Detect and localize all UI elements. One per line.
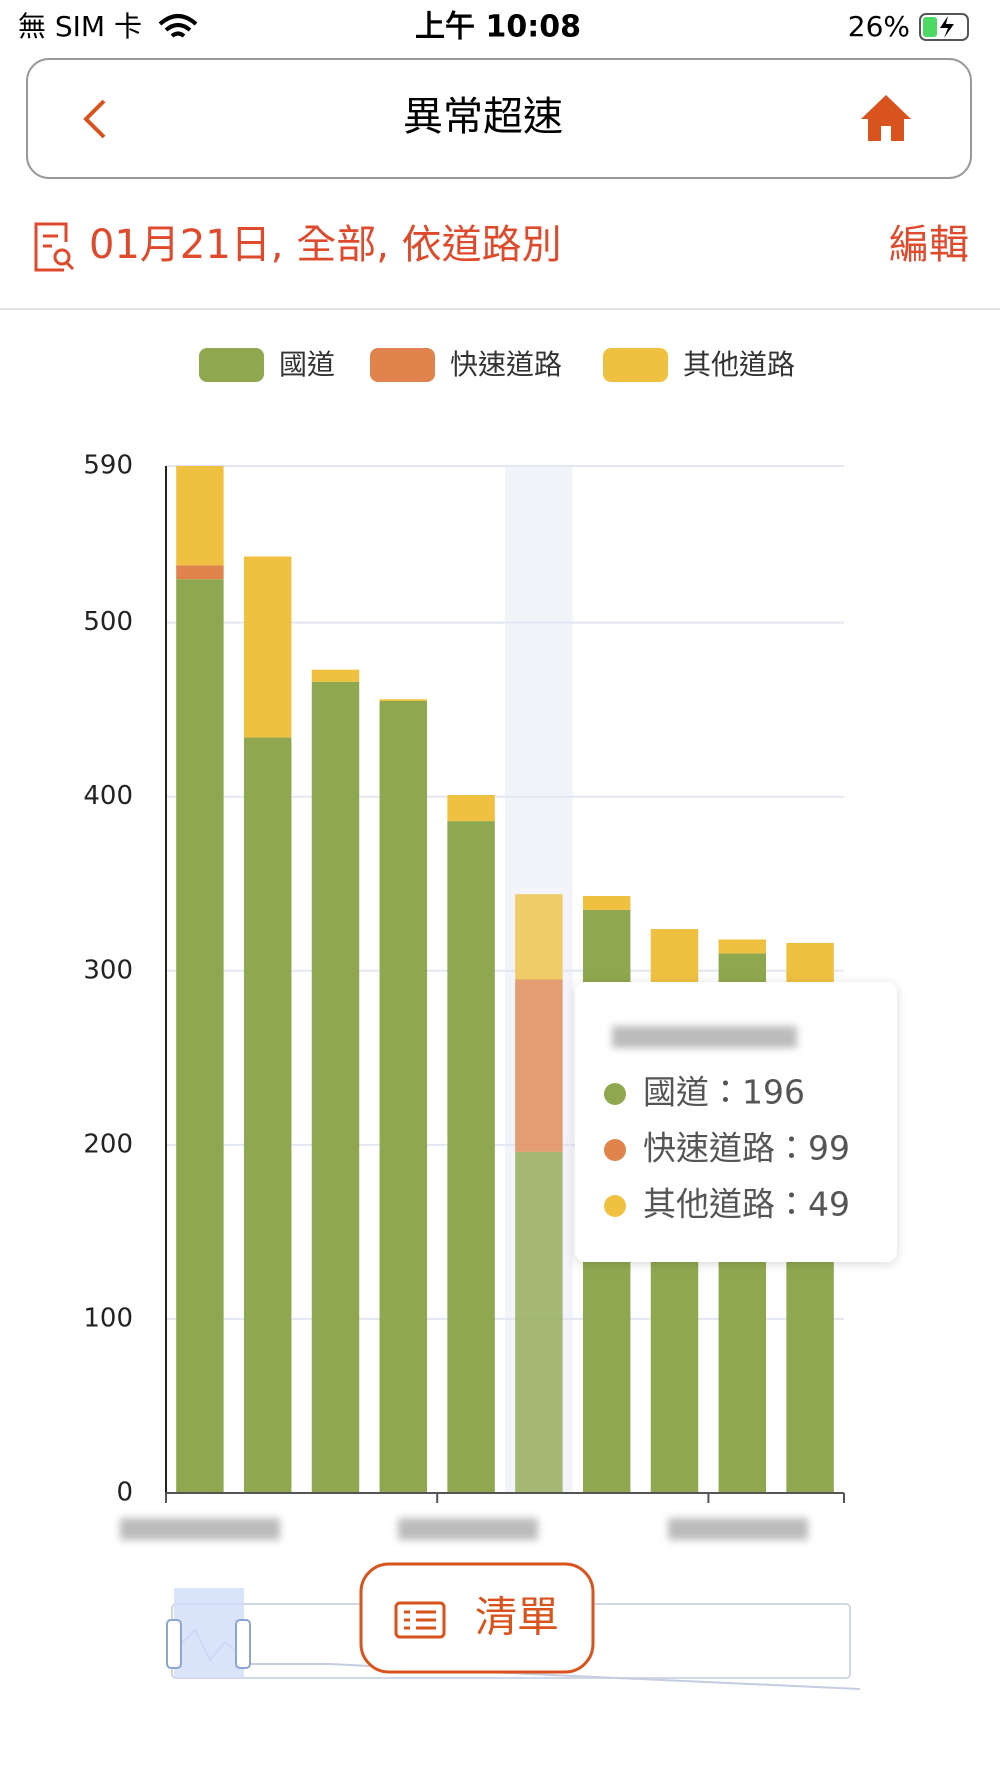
- y-tick-label: 500: [83, 607, 133, 637]
- bar-segment: [650, 929, 699, 985]
- bar-segment: [243, 737, 292, 1493]
- y-tick-label: 590: [83, 451, 133, 481]
- home-button[interactable]: [861, 95, 911, 141]
- tooltip-line: 其他道路：49: [643, 1185, 850, 1224]
- list-button[interactable]: 清單: [359, 1562, 595, 1674]
- tooltip-dot: [604, 1139, 626, 1161]
- blurred-x-label: [120, 1518, 280, 1540]
- bar-segment: [447, 821, 495, 1493]
- bar-segment: [582, 895, 631, 910]
- bar-segment: [311, 669, 360, 682]
- clock: 上午 10:08: [415, 10, 581, 45]
- tooltip-box: [575, 982, 897, 1262]
- page-title: 異常超速: [403, 94, 563, 140]
- bar-segment: [515, 979, 563, 1152]
- tooltip-line: 快速道路：99: [643, 1129, 850, 1168]
- legend-swatch: [603, 348, 668, 382]
- bar-segment: [447, 794, 495, 822]
- y-tick-label: 100: [83, 1303, 133, 1333]
- tooltip-dot: [604, 1195, 626, 1217]
- list-button-label: 清單: [475, 1593, 559, 1642]
- y-tick-label: 300: [83, 955, 133, 985]
- legend-label: 快速道路: [450, 348, 562, 381]
- y-tick-label: 200: [83, 1129, 133, 1159]
- legend-swatch: [199, 348, 264, 382]
- bar-segment: [515, 1151, 563, 1493]
- bar-segment: [379, 699, 428, 701]
- y-tick-label: 0: [116, 1478, 133, 1508]
- battery-fill: [923, 17, 937, 37]
- tooltip-line: 國道：196: [643, 1073, 805, 1112]
- data-zoom-handle[interactable]: [166, 1619, 182, 1669]
- battery-icon: [919, 13, 969, 41]
- tooltip: 國道：196 快速道路：99 其他道路：49: [575, 982, 897, 1262]
- bar-segment: [176, 466, 224, 566]
- bar-segment: [176, 579, 224, 1493]
- chart: 國道 快速道路 其他道路 0 100 200 300 400 500 590 國道：196 快速道路：…: [83, 348, 897, 1508]
- legend-swatch: [370, 348, 435, 382]
- carrier: 無 SIM 卡: [18, 10, 142, 43]
- y-tick-label: 400: [83, 781, 133, 811]
- legend-label: 國道: [279, 348, 335, 381]
- blurred-x-label: [398, 1518, 538, 1540]
- bar-segment: [786, 942, 834, 989]
- edit-button[interactable]: 編輯: [889, 222, 969, 268]
- filter-summary: 01月21日, 全部, 依道路別: [89, 222, 562, 268]
- bar-segment: [243, 556, 292, 738]
- tooltip-dot: [604, 1083, 626, 1105]
- bar-segment: [515, 894, 563, 980]
- filter-icon: [34, 222, 75, 272]
- back-button[interactable]: [83, 99, 106, 139]
- blurred-x-label: [668, 1518, 808, 1540]
- data-zoom-window[interactable]: [174, 1588, 244, 1678]
- bar-segment: [379, 700, 428, 1493]
- bar-segment: [176, 565, 224, 580]
- charging-icon: [940, 16, 954, 38]
- bar-segment: [718, 939, 767, 954]
- battery-level: 26%: [848, 10, 910, 43]
- data-zoom-handle[interactable]: [235, 1619, 251, 1669]
- blurred-tooltip-title: [612, 1026, 797, 1048]
- header-bar: [26, 58, 972, 179]
- bar-segment: [311, 681, 360, 1493]
- wifi-icon: [158, 14, 198, 38]
- legend-label: 其他道路: [683, 348, 795, 381]
